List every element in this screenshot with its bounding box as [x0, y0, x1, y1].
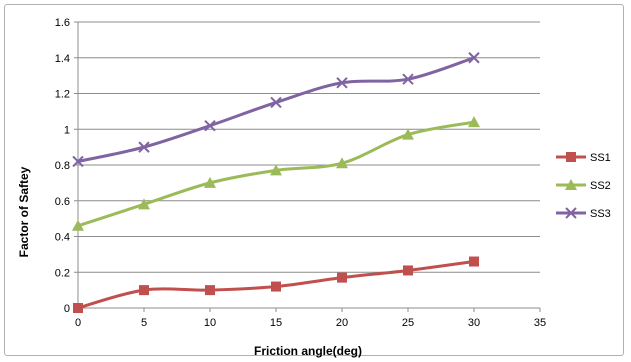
- y-tick-label: 1.4: [55, 53, 70, 65]
- x-tick-label: 25: [402, 317, 414, 329]
- y-tick-labels: 0 0.2 0.4 0.6 0.8 1 1.2 1.4 1.6: [55, 17, 70, 315]
- y-tick-label: 0.4: [55, 232, 70, 244]
- data-point-ss3: [270, 96, 282, 109]
- data-point-ss3: [468, 52, 480, 64]
- data-point-ss3: [204, 119, 216, 132]
- data-point-ss2: [204, 176, 216, 188]
- data-point-ss1: [469, 256, 479, 267]
- data-point-ss1: [139, 285, 149, 296]
- legend-label: SS1: [590, 152, 611, 164]
- data-point-ss1: [271, 281, 281, 292]
- data-point-ss2: [468, 116, 480, 128]
- series-line-ss3: [77, 56, 475, 163]
- y-tick-label: 0.6: [55, 196, 70, 208]
- y-tick-label: 0.2: [55, 267, 70, 279]
- y-tick-label: 0: [64, 303, 70, 315]
- legend-item-ss3: SS3: [556, 207, 611, 220]
- data-point-ss3: [72, 155, 84, 168]
- x-tick-labels: 0 5 10 15 20 25 30 35: [75, 317, 546, 329]
- y-tick-label: 1.6: [55, 17, 70, 29]
- legend-marker: [566, 152, 576, 162]
- data-point-ss1: [205, 285, 215, 296]
- x-tick-label: 0: [75, 317, 81, 329]
- x-tick-label: 10: [204, 317, 216, 329]
- series-group: [72, 52, 480, 313]
- x-tick-label: 20: [336, 317, 348, 329]
- legend: SS1 SS2 SS3: [556, 152, 611, 220]
- data-point-ss2: [402, 128, 414, 140]
- data-point-ss3: [336, 77, 348, 89]
- y-tick-label: 0.8: [55, 160, 70, 172]
- y-axis-title: Factor of Saftey: [17, 166, 31, 257]
- legend-marker: [565, 207, 577, 219]
- data-point-ss2: [336, 157, 348, 169]
- y-tick-label: 1: [64, 124, 70, 136]
- data-point-ss3: [402, 73, 414, 85]
- legend-item-ss2: SS2: [556, 179, 611, 192]
- data-point-ss3: [138, 141, 150, 153]
- legend-label: SS3: [590, 208, 611, 220]
- data-point-ss1: [337, 272, 347, 283]
- legend-item-ss1: SS1: [556, 152, 611, 164]
- data-point-ss2: [72, 219, 84, 231]
- x-tick-label: 30: [468, 317, 480, 329]
- legend-marker: [565, 179, 577, 190]
- x-axis-title: Friction angle(deg): [254, 344, 362, 358]
- x-tick-label: 5: [141, 317, 147, 329]
- legend-label: SS2: [590, 180, 611, 192]
- data-point-ss2: [270, 164, 282, 176]
- gridlines: [78, 21, 540, 273]
- data-point-ss1: [403, 265, 413, 276]
- data-point-ss2: [138, 198, 150, 210]
- x-tick-label: 35: [534, 317, 546, 329]
- chart-frame: [4, 4, 624, 356]
- y-tick-label: 1.2: [55, 89, 70, 101]
- x-tick-label: 15: [270, 317, 282, 329]
- data-point-ss1: [73, 303, 83, 313]
